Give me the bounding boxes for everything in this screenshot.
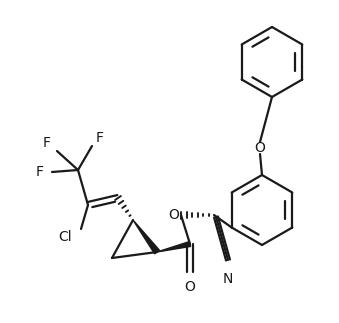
Text: F: F <box>43 136 51 150</box>
Text: N: N <box>223 272 233 286</box>
Text: O: O <box>184 280 196 294</box>
Text: O: O <box>168 208 179 222</box>
Polygon shape <box>157 242 191 252</box>
Text: F: F <box>96 131 104 145</box>
Polygon shape <box>133 220 159 254</box>
Text: F: F <box>36 165 44 179</box>
Text: Cl: Cl <box>58 230 72 244</box>
Text: O: O <box>255 141 265 155</box>
